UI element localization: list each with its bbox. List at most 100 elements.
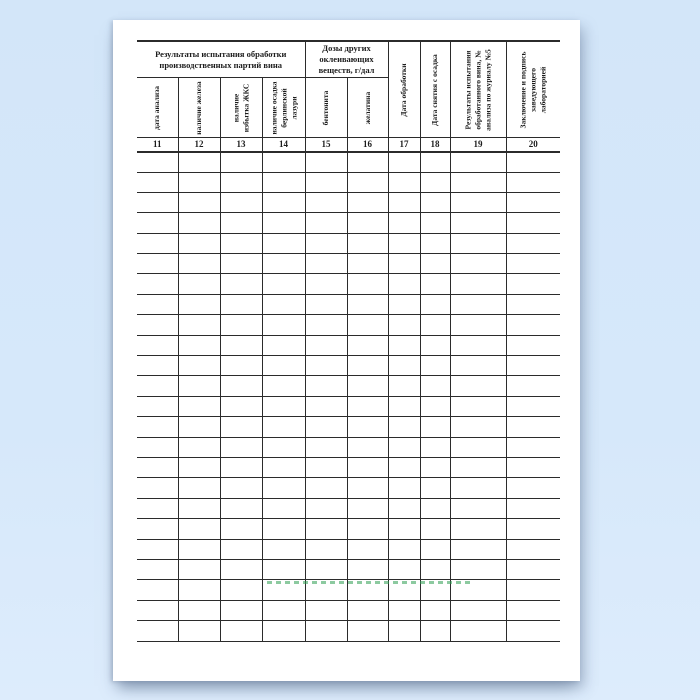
journal-table: Результаты испытания обработки производс… xyxy=(137,40,561,642)
table-cell xyxy=(219,253,263,275)
table-cell xyxy=(505,212,561,234)
table-cell xyxy=(261,477,306,499)
table-cell xyxy=(419,151,451,173)
table-cell xyxy=(449,375,507,397)
table-cell xyxy=(177,538,221,560)
table-cell xyxy=(419,620,451,642)
table-cell xyxy=(304,436,348,459)
watermark-dashes xyxy=(267,581,473,584)
table-cell xyxy=(387,151,421,173)
table-cell xyxy=(346,395,389,418)
table-cell xyxy=(177,558,221,581)
table-cell xyxy=(505,334,561,357)
table-cell xyxy=(346,518,389,540)
col-header-prussian-blue-sediment-label: наличие осадка берлинской лазури xyxy=(268,81,298,135)
table-cell xyxy=(449,232,507,255)
table-cell xyxy=(346,171,389,193)
table-cell xyxy=(261,191,306,214)
table-cell xyxy=(346,293,389,316)
table-cell xyxy=(219,518,263,540)
table-cell xyxy=(387,599,421,622)
col-header-iron-presence: наличие железа xyxy=(177,77,221,139)
table-cell xyxy=(261,436,306,459)
table-cell xyxy=(137,334,179,357)
table-cell xyxy=(137,293,179,316)
col-number-17: 17 xyxy=(387,137,421,153)
table-cell xyxy=(449,620,507,642)
table-cell xyxy=(261,232,306,255)
col-header-lab-conclusion: Заключение и подпись заведующего лаборат… xyxy=(505,40,561,139)
table-cell xyxy=(261,558,306,581)
table-row xyxy=(137,273,561,295)
table-cell xyxy=(346,375,389,397)
table-cell xyxy=(177,375,221,397)
table-cell xyxy=(137,232,179,255)
table-cell xyxy=(505,477,561,499)
col-header-excess-zhks: наличие избытка ЖКС xyxy=(219,77,263,139)
table-cell xyxy=(449,477,507,499)
table-cell xyxy=(261,456,306,479)
table-cell xyxy=(505,151,561,173)
table-cell xyxy=(219,599,263,622)
table-cell xyxy=(505,191,561,214)
table-cell xyxy=(304,416,348,438)
table-cell xyxy=(387,191,421,214)
table-row xyxy=(137,395,561,418)
table-row xyxy=(137,579,561,601)
table-cell xyxy=(261,497,306,520)
table-cell xyxy=(449,538,507,560)
table-cell xyxy=(505,293,561,316)
table-row xyxy=(137,375,561,397)
table-cell xyxy=(261,253,306,275)
col-number-11: 11 xyxy=(137,137,179,153)
table-cell xyxy=(346,599,389,622)
table-cell xyxy=(177,212,221,234)
table-cell xyxy=(177,232,221,255)
table-cell xyxy=(137,212,179,234)
table-cell xyxy=(449,171,507,193)
table-body xyxy=(137,151,561,642)
table-cell xyxy=(449,334,507,357)
table-cell xyxy=(449,314,507,336)
table-row xyxy=(137,232,561,255)
col-number-16: 16 xyxy=(346,137,389,153)
col-header-bentonite: бентонита xyxy=(304,77,348,139)
table-cell xyxy=(304,171,348,193)
table-cell xyxy=(419,395,451,418)
col-header-excess-zhks-label: наличие избытка ЖКС xyxy=(231,83,250,132)
table-cell xyxy=(387,416,421,438)
table-cell xyxy=(177,253,221,275)
table-cell xyxy=(419,253,451,275)
table-cell xyxy=(304,151,348,173)
table-cell xyxy=(346,477,389,499)
table-cell xyxy=(449,273,507,295)
table-cell xyxy=(261,293,306,316)
table-row xyxy=(137,171,561,193)
col-header-treated-wine-results-label: Результаты испытания обработанного вина,… xyxy=(463,48,492,131)
table-cell xyxy=(177,395,221,418)
table-cell xyxy=(219,538,263,560)
table-cell xyxy=(387,314,421,336)
table-cell xyxy=(304,620,348,642)
table-cell xyxy=(219,314,263,336)
table-cell xyxy=(387,497,421,520)
table-cell xyxy=(177,273,221,295)
table-cell xyxy=(137,599,179,622)
table-cell xyxy=(137,497,179,520)
table-cell xyxy=(449,395,507,418)
table-cell xyxy=(137,355,179,377)
table-cell xyxy=(505,538,561,560)
table-cell xyxy=(304,497,348,520)
table-cell xyxy=(304,477,348,499)
table-cell xyxy=(419,191,451,214)
table-cell xyxy=(505,273,561,295)
table-cell xyxy=(137,395,179,418)
table-cell xyxy=(261,538,306,560)
table-cell xyxy=(419,232,451,255)
table-cell xyxy=(387,456,421,479)
table-cell xyxy=(419,518,451,540)
table-cell xyxy=(304,191,348,214)
table-cell xyxy=(419,293,451,316)
col-header-processing-date-label: Дата обработки xyxy=(399,62,409,117)
